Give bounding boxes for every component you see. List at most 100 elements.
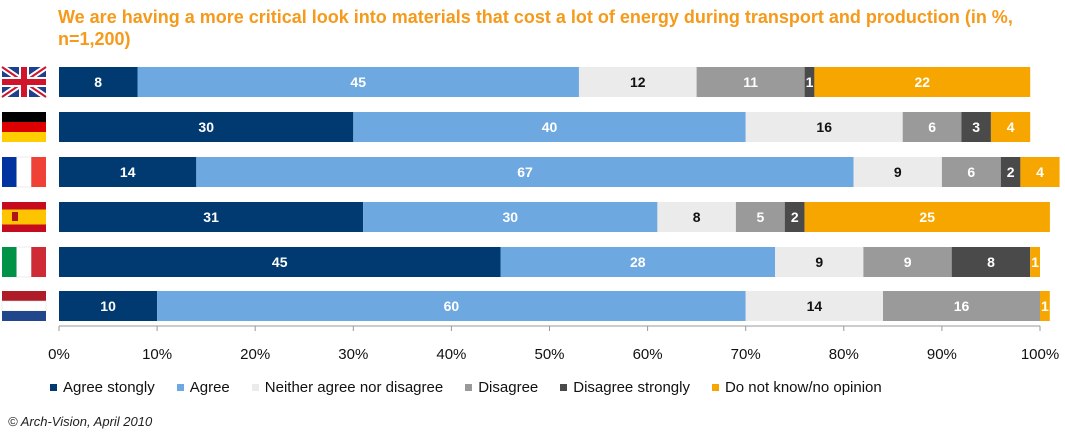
flag-italy-icon [2, 246, 46, 278]
legend-swatch [711, 383, 719, 391]
bar-segment-united-kingdom-disagree-strongly [804, 67, 815, 97]
bar-segment-spain-agree-stongly [59, 202, 364, 232]
data-label-united-kingdom-do-not-know-no-opinion: 22 [915, 74, 931, 90]
bar-segment-germany-neither-agree-nor-disagree [745, 112, 903, 142]
bar-segment-italy-agree-stongly [59, 247, 501, 277]
bar-segment-italy-disagree-strongly [951, 247, 1031, 277]
bar-segment-united-kingdom-agree [137, 67, 579, 97]
legend-swatch [251, 383, 259, 391]
legend-item-disagree-strongly: Disagree strongly [560, 379, 690, 396]
bar-segment-netherlands-agree-stongly [59, 291, 158, 321]
bar-segment-united-kingdom-do-not-know-no-opinion [814, 67, 1031, 97]
data-label-united-kingdom-agree-stongly: 8 [94, 74, 102, 90]
data-label-netherlands-disagree: 16 [954, 298, 970, 314]
legend-label: Agree [189, 378, 230, 396]
bar-segment-spain-disagree [735, 202, 785, 232]
bar-segment-france-agree [196, 157, 854, 187]
data-label-netherlands-agree-stongly: 10 [100, 298, 116, 314]
legend-swatch [560, 383, 568, 391]
flag-spain-icon [2, 202, 46, 232]
bar-segment-germany-disagree-strongly [961, 112, 991, 142]
data-label-spain-do-not-know-no-opinion: 25 [919, 209, 935, 225]
bar-segment-germany-agree [353, 112, 746, 142]
data-label-germany-agree-stongly: 30 [198, 119, 214, 135]
data-label-germany-disagree: 6 [928, 119, 936, 135]
data-label-france-disagree: 6 [967, 164, 975, 180]
bar-segment-italy-neither-agree-nor-disagree [775, 247, 864, 277]
data-label-italy-disagree-strongly: 8 [987, 254, 995, 270]
bar-segment-germany-disagree [902, 112, 962, 142]
bar-segment-germany-agree-stongly [59, 112, 354, 142]
bar-segment-united-kingdom-disagree [696, 67, 805, 97]
data-label-italy-do-not-know-no-opinion: 1 [1031, 254, 1039, 270]
data-label-germany-do-not-know-no-opinion: 4 [1007, 119, 1015, 135]
bar-segment-france-do-not-know-no-opinion [1020, 157, 1060, 187]
legend-item-agree-stongly: Agree stongly [50, 379, 155, 396]
bar-segment-france-disagree-strongly [1000, 157, 1021, 187]
bar-segment-united-kingdom-neither-agree-nor-disagree [578, 67, 697, 97]
data-label-united-kingdom-disagree-strongly: 1 [806, 74, 814, 90]
x-axis: 0% 10% 20% 30% 40% 50% 60% 70% 80% 90% 100% [48, 325, 1059, 363]
data-label-united-kingdom-agree: 45 [350, 74, 366, 90]
data-label-spain-disagree-strongly: 2 [791, 209, 799, 225]
legend: Agree stongly Agree Neither agree nor disa… [50, 377, 904, 397]
legend-swatch [176, 383, 184, 391]
bar-segment-spain-disagree-strongly [784, 202, 805, 232]
data-label-italy-neither-agree-nor-disagree: 9 [815, 254, 823, 270]
x-tick-label: 0% [48, 346, 70, 363]
bar-segment-netherlands-do-not-know-no-opinion [1040, 291, 1050, 321]
data-label-netherlands-do-not-know-no-opinion: 1 [1041, 298, 1049, 314]
bar-segment-germany-do-not-know-no-opinion [991, 112, 1031, 142]
legend-item-disagree: Disagree [465, 379, 538, 396]
country-flags [0, 64, 48, 321]
data-label-france-disagree-strongly: 2 [1007, 164, 1015, 180]
legend-label: Disagree [478, 378, 539, 396]
bar-segment-france-disagree [941, 157, 1001, 187]
bar-segment-france-agree-stongly [59, 157, 197, 187]
x-tick-label: 50% [534, 346, 564, 363]
bar-segment-spain-do-not-know-no-opinion [804, 202, 1050, 232]
bar-segment-spain-agree [363, 202, 658, 232]
bar-segment-spain-neither-agree-nor-disagree [657, 202, 736, 232]
data-label-united-kingdom-neither-agree-nor-disagree: 12 [630, 74, 646, 90]
flag-netherlands-icon [1, 291, 47, 321]
data-label-italy-agree: 28 [630, 254, 646, 270]
bar-segment-italy-disagree [863, 247, 952, 277]
data-label-italy-agree-stongly: 45 [272, 254, 288, 270]
bar-segment-italy-do-not-know-no-opinion [1030, 247, 1040, 277]
chart-title: We are having a more critical look into … [58, 7, 1013, 49]
legend-label: Neither agree nor disagree [264, 378, 444, 396]
data-label-germany-disagree-strongly: 3 [972, 119, 980, 135]
x-tick-label: 30% [338, 346, 368, 363]
legend-swatch [50, 383, 57, 391]
data-label-france-agree: 67 [517, 164, 533, 180]
bar-segment-netherlands-disagree [883, 291, 1040, 321]
data-label-italy-disagree: 9 [904, 254, 912, 270]
data-label-netherlands-neither-agree-nor-disagree: 14 [807, 298, 823, 314]
bar-segment-netherlands-agree [157, 291, 746, 321]
data-label-france-do-not-know-no-opinion: 4 [1036, 164, 1044, 180]
data-label-spain-agree-stongly: 31 [203, 209, 219, 225]
legend-item-do-not-know-no-opinion: Do not know/no opinion [711, 379, 882, 396]
legend-item-agree: Agree [176, 378, 230, 396]
flag-france-icon [2, 156, 46, 188]
x-tick-label: 80% [829, 346, 859, 363]
x-tick-label: 70% [731, 346, 761, 363]
data-label-united-kingdom-disagree: 11 [743, 74, 758, 90]
legend-label: Agree stongly [63, 378, 155, 396]
bar-segment-france-neither-agree-nor-disagree [853, 157, 942, 187]
x-tick-label: 40% [436, 346, 466, 363]
flag-uk-icon [0, 64, 48, 100]
data-label-germany-agree: 40 [542, 119, 558, 135]
legend-label: Disagree strongly [573, 378, 690, 396]
x-tick-label: 10% [142, 346, 172, 363]
x-tick-label: 60% [633, 346, 663, 363]
data-label-france-agree-stongly: 14 [120, 164, 136, 180]
data-label-france-neither-agree-nor-disagree: 9 [894, 164, 902, 180]
data-label-germany-neither-agree-nor-disagree: 16 [816, 119, 832, 135]
data-label-netherlands-agree: 60 [444, 298, 460, 314]
data-label-spain-neither-agree-nor-disagree: 8 [693, 209, 701, 225]
bar-segment-united-kingdom-agree-stongly [59, 67, 138, 97]
